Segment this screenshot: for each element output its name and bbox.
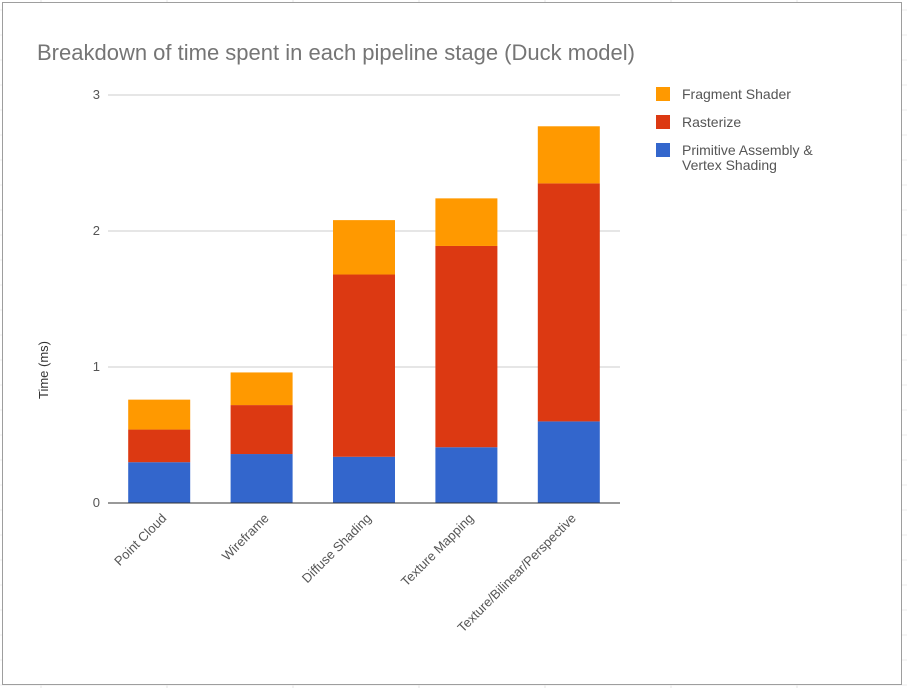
bar-segment [537, 126, 600, 184]
x-category-label: Point Cloud [111, 511, 169, 569]
bar-segment [128, 429, 191, 463]
legend-swatch [656, 87, 670, 101]
legend-swatch [656, 115, 670, 129]
legend: Fragment Shader Rasterize Primitive Assemb… [656, 86, 813, 173]
bar-segment [230, 405, 293, 455]
legend-label: Primitive Assembly & [682, 142, 813, 158]
x-category-label: Wireframe [219, 511, 272, 564]
bar-segment [435, 198, 498, 246]
bars [128, 126, 600, 503]
bar-segment [435, 447, 498, 503]
x-category-label: Diffuse Shading [299, 511, 374, 586]
bar-segment [230, 454, 293, 503]
y-tick-label: 3 [93, 87, 100, 102]
legend-label: Rasterize [682, 114, 741, 130]
bar-segment [230, 372, 293, 406]
x-category-label: Texture Mapping [398, 511, 477, 590]
bar-segment [435, 245, 498, 448]
legend-swatch [656, 143, 670, 157]
bar-segment [128, 462, 191, 503]
y-tick-label: 2 [93, 223, 100, 238]
chart-title: Breakdown of time spent in each pipeline… [37, 40, 635, 65]
legend-label: Fragment Shader [682, 86, 791, 102]
y-axis-label: Time (ms) [36, 341, 51, 399]
y-tick-label: 0 [93, 495, 100, 510]
bar-segment [333, 456, 395, 503]
bar-segment [128, 399, 191, 430]
y-axis-tick-labels: 0 1 2 3 [93, 87, 100, 510]
bar-segment [333, 220, 395, 275]
y-tick-label: 1 [93, 359, 100, 374]
x-axis-category-labels: Point Cloud Wireframe Diffuse Shading Textu… [111, 511, 579, 636]
legend-label: Vertex Shading [682, 157, 777, 173]
bar-segment [537, 421, 600, 503]
bar-segment [333, 274, 395, 457]
x-category-label: Texture/Bilinear/Perspective [454, 511, 579, 636]
bar-segment [537, 183, 600, 422]
